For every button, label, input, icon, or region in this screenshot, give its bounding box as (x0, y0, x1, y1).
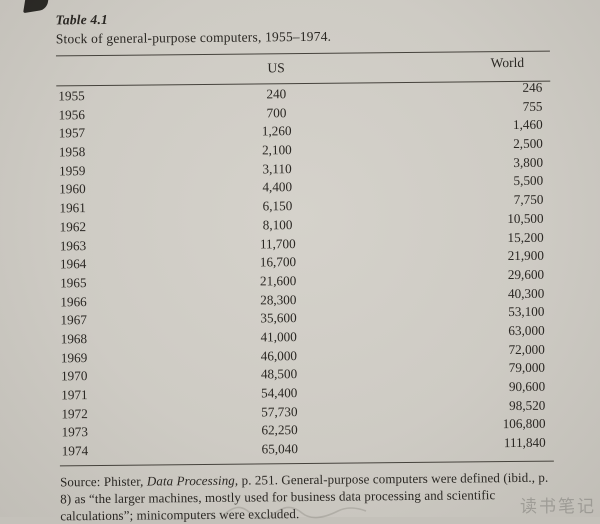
world-cell: 2,500 (513, 135, 543, 152)
us-cell: 21,600 (259, 272, 297, 289)
year-cell: 1967 (60, 312, 87, 328)
us-cell: 3,110 (262, 160, 292, 177)
watermark: 读书笔记 (520, 497, 596, 517)
world-cell: 90,600 (508, 378, 546, 395)
us-cell: 41,000 (260, 329, 297, 345)
world-cell: 40,300 (507, 285, 545, 301)
world-cell: 7,750 (513, 191, 544, 208)
year-cell: 1970 (60, 368, 88, 384)
world-cell: 106,800 (502, 416, 546, 432)
us-cell: 2,100 (261, 142, 292, 158)
table-body: 1955 240 246 1956 700 755 1957 1,260 1,4… (56, 80, 554, 462)
world-cell: 3,800 (513, 154, 544, 170)
year-cell: 1972 (61, 405, 88, 422)
world-cell: 5,500 (513, 173, 544, 189)
page-content: Table 4.1 Stock of general-purpose compu… (56, 8, 555, 524)
us-cell: 6,150 (262, 198, 293, 214)
year-cell: 1969 (60, 349, 88, 365)
column-header-year (56, 73, 156, 74)
year-cell: 1965 (60, 274, 87, 291)
table-header-row: US World (56, 52, 550, 84)
us-cell: 62,250 (261, 422, 298, 438)
us-cell: 240 (266, 86, 287, 102)
us-cell: 16,700 (259, 254, 297, 270)
year-cell: 1963 (59, 237, 87, 253)
us-cell: 57,730 (261, 403, 298, 420)
world-cell: 53,100 (508, 303, 545, 320)
year-cell: 1964 (59, 256, 87, 272)
us-cell: 48,500 (260, 366, 298, 382)
world-cell: 98,520 (509, 397, 546, 413)
table-caption: Stock of general-purpose computers, 1955… (55, 28, 332, 47)
year-cell: 1962 (59, 218, 87, 235)
world-cell: 63,000 (508, 322, 545, 338)
world-cell: 246 (522, 79, 543, 95)
us-cell: 8,100 (262, 216, 293, 233)
column-header-world: World (490, 54, 525, 71)
year-cell: 1973 (61, 424, 89, 440)
table-label: Table 4.1 (55, 11, 109, 28)
world-cell: 79,000 (508, 360, 546, 376)
bleed-through-mark (223, 506, 367, 520)
table-row: 1974 65,040 111,840 (60, 435, 554, 462)
year-cell: 1956 (58, 106, 85, 123)
world-cell: 10,500 (507, 210, 544, 226)
world-cell: 111,840 (503, 434, 546, 451)
us-cell: 46,000 (260, 347, 298, 364)
scan-artifact-corner (23, 0, 49, 14)
year-cell: 1957 (58, 125, 86, 141)
year-cell: 1959 (59, 162, 86, 179)
column-header-us: US (267, 60, 285, 76)
us-cell: 11,700 (259, 235, 296, 251)
us-cell: 700 (266, 104, 287, 121)
source-text-prefix: Source: Phister, (59, 473, 147, 490)
us-cell: 4,400 (262, 179, 293, 195)
year-cell: 1955 (58, 88, 85, 104)
world-cell: 21,900 (507, 247, 544, 264)
source-title-italic: Data Processing (146, 472, 235, 489)
world-cell: 755 (522, 98, 543, 114)
year-cell: 1960 (59, 181, 86, 197)
world-cell: 29,600 (507, 266, 545, 282)
world-cell: 1,460 (512, 117, 543, 133)
us-cell: 35,600 (260, 310, 297, 326)
year-cell: 1966 (60, 293, 87, 309)
year-cell: 1971 (61, 387, 88, 403)
year-cell: 1974 (61, 443, 89, 459)
us-cell: 1,260 (261, 123, 292, 139)
year-cell: 1968 (60, 331, 88, 347)
year-cell: 1961 (59, 200, 86, 216)
world-cell: 72,000 (508, 341, 545, 357)
us-cell: 28,300 (260, 291, 297, 307)
us-cell: 65,040 (261, 441, 298, 457)
world-cell: 15,200 (507, 229, 544, 245)
us-cell: 54,400 (261, 385, 298, 401)
year-cell: 1958 (58, 144, 86, 160)
